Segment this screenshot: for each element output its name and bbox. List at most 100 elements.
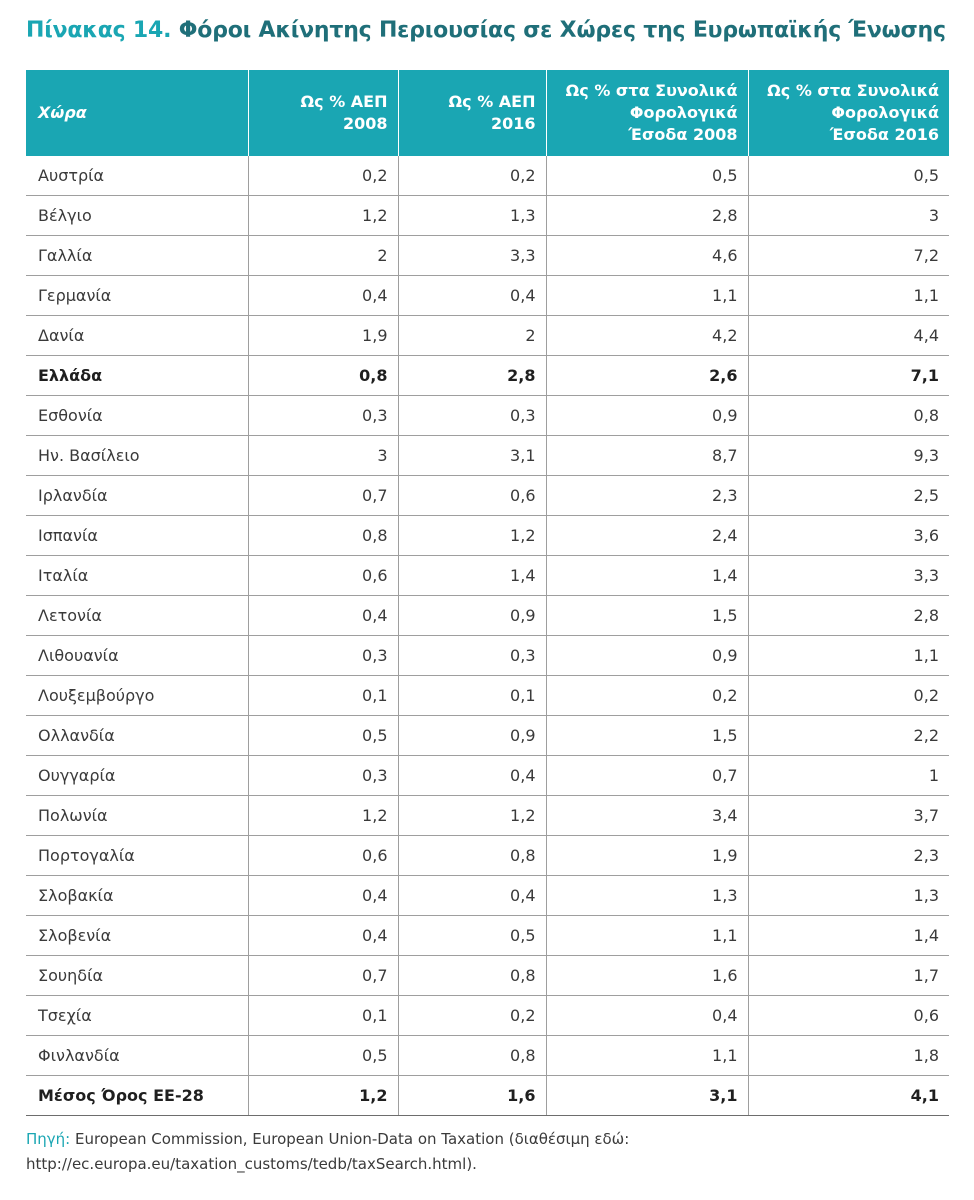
gdp-2016-cell: 0,3	[397, 395, 546, 436]
gdp-2016-cell: 1,2	[397, 795, 546, 836]
tax-revenue-2008-cell: 1,1	[545, 275, 748, 316]
table-row: Βέλγιο 1,2 1,3 2,8 3	[26, 195, 949, 236]
tax-revenue-2016-cell: 2,2	[747, 715, 949, 756]
tax-revenue-2016-cell: 2,3	[747, 835, 949, 876]
table-row: Ιταλία 0,6 1,4 1,4 3,3	[26, 555, 949, 596]
tax-revenue-2016-cell: 3,6	[747, 515, 949, 556]
header-line: Φορολογικά	[629, 103, 738, 122]
gdp-2016-cell: 0,8	[397, 955, 546, 996]
tax-revenue-2016-cell: 0,2	[747, 675, 949, 716]
source-label: Πηγή:	[26, 1130, 71, 1148]
gdp-2016-cell: 0,5	[397, 915, 546, 956]
country-cell: Εσθονία	[26, 395, 248, 436]
gdp-2008-cell: 0,4	[247, 875, 398, 916]
tax-revenue-2008-cell: 0,9	[545, 395, 748, 436]
table-row: Ελλάδα 0,8 2,8 2,6 7,1	[26, 355, 949, 396]
gdp-2008-cell: 0,2	[247, 156, 398, 196]
header-tax-revenue-2008: Ως % στα Συνολικά Φορολογικά Έσοδα 2008	[545, 70, 748, 156]
header-line: Ως % στα Συνολικά	[565, 81, 738, 100]
gdp-2008-cell: 0,1	[247, 995, 398, 1036]
table-row: Μέσος Όρος ΕΕ-28 1,2 1,6 3,1 4,1	[26, 1075, 949, 1116]
table-row: Λετονία 0,4 0,9 1,5 2,8	[26, 595, 949, 636]
country-cell: Βέλγιο	[26, 195, 248, 236]
country-cell: Ουγγαρία	[26, 755, 248, 796]
header-row: Χώρα Ως % ΑΕΠ 2008 Ως % ΑΕΠ 2016 Ως % στα Συν…	[26, 70, 949, 156]
header-line: Ως % στα Συνολικά	[767, 81, 939, 100]
gdp-2016-cell: 0,1	[397, 675, 546, 716]
country-cell: Αυστρία	[26, 156, 248, 196]
tax-revenue-2008-cell: 0,2	[545, 675, 748, 716]
table-row: Τσεχία 0,1 0,2 0,4 0,6	[26, 995, 949, 1036]
header-line: 2008	[342, 114, 388, 133]
country-cell: Ολλανδία	[26, 715, 248, 756]
gdp-2016-cell: 1,4	[397, 555, 546, 596]
gdp-2008-cell: 2	[247, 235, 398, 276]
tax-revenue-2008-cell: 1,1	[545, 1035, 748, 1076]
tax-revenue-2016-cell: 1,4	[747, 915, 949, 956]
tax-revenue-2008-cell: 4,6	[545, 235, 748, 276]
gdp-2016-cell: 0,6	[397, 475, 546, 516]
country-cell: Ισπανία	[26, 515, 248, 556]
country-cell: Δανία	[26, 315, 248, 356]
header-line: Έσοδα 2008	[628, 125, 738, 144]
header-tax-revenue-2016: Ως % στα Συνολικά Φορολογικά Έσοδα 2016	[747, 70, 949, 156]
table-row: Λιθουανία 0,3 0,3 0,9 1,1	[26, 635, 949, 676]
gdp-2008-cell: 1,9	[247, 315, 398, 356]
tax-revenue-2016-cell: 1	[747, 755, 949, 796]
country-cell: Σουηδία	[26, 955, 248, 996]
table-row: Σλοβακία 0,4 0,4 1,3 1,3	[26, 875, 949, 916]
gdp-2016-cell: 0,4	[397, 875, 546, 916]
table-row: Ουγγαρία 0,3 0,4 0,7 1	[26, 755, 949, 796]
header-line: Ως % ΑΕΠ	[300, 92, 388, 111]
gdp-2008-cell: 0,5	[247, 1035, 398, 1076]
gdp-2008-cell: 0,3	[247, 395, 398, 436]
tax-revenue-2008-cell: 0,4	[545, 995, 748, 1036]
tax-revenue-2008-cell: 8,7	[545, 435, 748, 476]
table-row: Ολλανδία 0,5 0,9 1,5 2,2	[26, 715, 949, 756]
gdp-2008-cell: 0,3	[247, 635, 398, 676]
tax-revenue-2016-cell: 1,1	[747, 275, 949, 316]
header-line: 2016	[490, 114, 536, 133]
country-cell: Πολωνία	[26, 795, 248, 836]
country-cell: Ιρλανδία	[26, 475, 248, 516]
country-cell: Φινλανδία	[26, 1035, 248, 1076]
tax-revenue-2016-cell: 4,1	[747, 1075, 949, 1116]
tax-revenue-2016-cell: 0,5	[747, 156, 949, 196]
gdp-2016-cell: 0,8	[397, 1035, 546, 1076]
tax-revenue-2008-cell: 1,9	[545, 835, 748, 876]
tax-revenue-2016-cell: 3,3	[747, 555, 949, 596]
gdp-2008-cell: 1,2	[247, 195, 398, 236]
gdp-2016-cell: 2	[397, 315, 546, 356]
gdp-2008-cell: 0,4	[247, 595, 398, 636]
tax-revenue-2016-cell: 0,8	[747, 395, 949, 436]
page-title: Πίνακας 14. Φόροι Ακίνητης Περιουσίας σε…	[26, 18, 946, 43]
table-row: Εσθονία 0,3 0,3 0,9 0,8	[26, 395, 949, 436]
header-line: Χώρα	[38, 103, 87, 122]
tax-revenue-2008-cell: 1,5	[545, 715, 748, 756]
tax-revenue-2008-cell: 1,5	[545, 595, 748, 636]
gdp-2016-cell: 0,2	[397, 995, 546, 1036]
table-header: Χώρα Ως % ΑΕΠ 2008 Ως % ΑΕΠ 2016 Ως % στα Συν…	[26, 70, 949, 156]
gdp-2008-cell: 1,2	[247, 795, 398, 836]
table-row: Δανία 1,9 2 4,2 4,4	[26, 315, 949, 356]
tax-revenue-2008-cell: 2,6	[545, 355, 748, 396]
tax-revenue-2008-cell: 2,3	[545, 475, 748, 516]
tax-revenue-2008-cell: 3,1	[545, 1075, 748, 1116]
table-row: Γαλλία 2 3,3 4,6 7,2	[26, 235, 949, 276]
country-cell: Ιταλία	[26, 555, 248, 596]
tax-revenue-2016-cell: 2,5	[747, 475, 949, 516]
table-row: Πολωνία 1,2 1,2 3,4 3,7	[26, 795, 949, 836]
tax-revenue-2016-cell: 1,1	[747, 635, 949, 676]
property-tax-table: Χώρα Ως % ΑΕΠ 2008 Ως % ΑΕΠ 2016 Ως % στα Συν…	[26, 70, 949, 1116]
table-row: Σλοβενία 0,4 0,5 1,1 1,4	[26, 915, 949, 956]
table-row: Ιρλανδία 0,7 0,6 2,3 2,5	[26, 475, 949, 516]
gdp-2008-cell: 0,8	[247, 515, 398, 556]
tax-revenue-2016-cell: 1,7	[747, 955, 949, 996]
tax-revenue-2016-cell: 7,2	[747, 235, 949, 276]
gdp-2016-cell: 0,8	[397, 835, 546, 876]
gdp-2008-cell: 3	[247, 435, 398, 476]
table-row: Σουηδία 0,7 0,8 1,6 1,7	[26, 955, 949, 996]
country-cell: Ην. Βασίλειο	[26, 435, 248, 476]
gdp-2016-cell: 3,3	[397, 235, 546, 276]
table-row: Αυστρία 0,2 0,2 0,5 0,5	[26, 156, 949, 196]
